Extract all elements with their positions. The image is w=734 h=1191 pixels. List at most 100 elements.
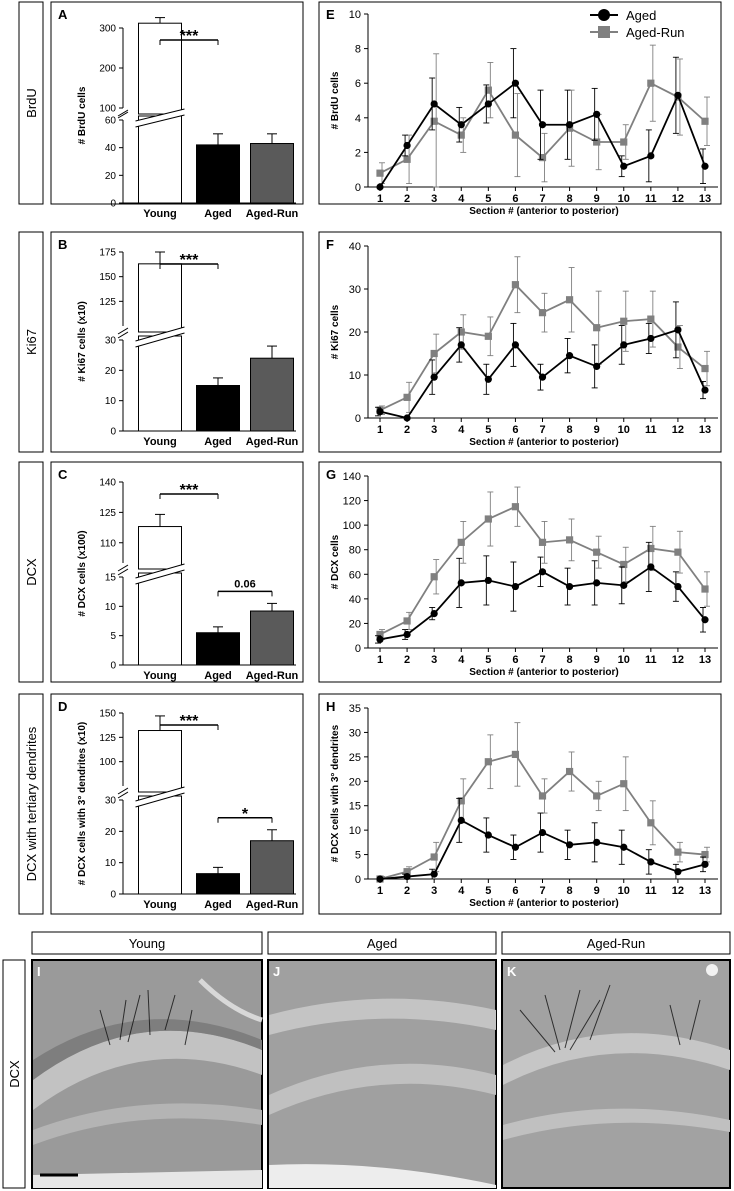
y-tick-label: 20	[105, 827, 117, 838]
y-tick-label: 20	[349, 776, 361, 788]
bar-break-line	[135, 326, 185, 342]
data-point-aged-run	[484, 758, 492, 766]
x-tick-label: 7	[539, 654, 545, 666]
data-point-aged	[403, 872, 411, 881]
data-point-aged	[538, 121, 547, 129]
data-point-aged-run	[403, 393, 411, 401]
y-tick-label: 35	[349, 703, 361, 715]
y-tick-label: 15	[105, 573, 117, 584]
data-point-aged-run	[674, 848, 682, 856]
legend-marker-aged	[598, 9, 610, 21]
bar-aged	[196, 632, 240, 666]
y-tick-label: 10	[105, 396, 117, 407]
bar-aged-run	[250, 840, 294, 895]
data-point-aged-run	[376, 630, 384, 639]
y-tick-label: 25	[349, 752, 361, 764]
data-point-aged	[647, 152, 655, 160]
x-tick-label: 5	[485, 654, 491, 666]
bar-aged	[196, 385, 240, 432]
bar-aged	[196, 144, 240, 204]
micrograph-aged: J	[267, 959, 497, 1189]
bar-young-upper	[138, 526, 182, 570]
data-point-aged-run	[376, 169, 384, 177]
category-label: Aged-Run	[246, 208, 299, 220]
y-tick-label: 20	[349, 618, 361, 630]
y-tick-label: 80	[349, 545, 361, 557]
data-point-aged	[511, 582, 520, 591]
row-label-dcx-tertiary: DCX with tertiary dendrites	[18, 693, 44, 915]
y-tick-label: 20	[105, 171, 117, 182]
data-point-aged	[701, 860, 709, 868]
data-point-aged	[565, 121, 574, 129]
bar-break-line	[135, 332, 185, 348]
x-tick-label: 13	[699, 654, 711, 666]
series-line-aged	[379, 565, 706, 641]
data-point-aged	[620, 162, 628, 170]
bar-break-line	[135, 108, 185, 122]
data-point-aged	[701, 386, 709, 394]
axis-break-mark	[117, 109, 129, 117]
y-tick-label: 0	[355, 413, 361, 425]
panel-letter-G: G	[326, 467, 336, 482]
data-point-aged	[457, 341, 465, 349]
y-tick-label: 0	[110, 427, 116, 438]
y-axis-label: # DCX cells with 3° dendrites (x10)	[77, 722, 88, 886]
data-point-aged	[565, 352, 574, 360]
data-point-aged-run	[457, 328, 465, 336]
x-tick-label: 1	[377, 424, 383, 436]
bar-aged	[196, 873, 240, 895]
svg-text:DCX with tertiary dendrites: DCX with tertiary dendrites	[24, 726, 39, 881]
data-point-aged-run	[701, 850, 709, 859]
axis-break-mark	[117, 791, 129, 799]
axis-break-mark	[117, 111, 129, 119]
data-point-aged-run	[457, 131, 465, 139]
y-tick-label: 5	[110, 631, 116, 642]
bar-young-upper	[138, 730, 182, 793]
x-tick-label: 1	[377, 193, 383, 205]
x-tick-label: 7	[539, 885, 545, 897]
data-point-aged	[376, 183, 384, 191]
significance-label: ***	[180, 252, 199, 269]
panel-letter-C: C	[58, 467, 68, 482]
data-point-aged-run	[430, 573, 438, 581]
y-tick-label: 175	[99, 248, 116, 259]
bar-aged-run	[250, 610, 294, 666]
y-tick-label: 100	[99, 104, 116, 115]
svg-text:BrdU: BrdU	[24, 88, 39, 118]
y-tick-label: 15	[349, 801, 361, 813]
data-point-aged	[403, 630, 411, 639]
x-tick-label: 3	[431, 424, 437, 436]
x-tick-label: 1	[377, 654, 383, 666]
x-tick-label: 12	[672, 424, 684, 436]
x-tick-label: 6	[512, 654, 518, 666]
y-tick-label: 4	[355, 113, 361, 125]
bar-young-upper	[138, 22, 182, 115]
x-tick-label: 12	[672, 654, 684, 666]
data-point-aged-run	[565, 767, 574, 776]
y-tick-label: 140	[99, 478, 116, 489]
category-label: Young	[143, 899, 176, 911]
bar-young-upper	[138, 263, 182, 333]
y-tick-label: 0	[355, 874, 361, 886]
axis-break-mark	[117, 787, 129, 795]
data-point-aged-run	[565, 296, 574, 304]
data-point-aged	[484, 375, 492, 383]
data-point-aged	[430, 373, 438, 381]
bar-break-line	[135, 786, 185, 802]
data-point-aged-run	[403, 617, 411, 625]
category-label: Aged	[204, 436, 232, 448]
category-label: Aged	[204, 670, 232, 682]
y-tick-label: 5	[355, 850, 361, 862]
micrograph-headers: Young Aged Aged-Run	[31, 931, 731, 955]
y-tick-label: 20	[349, 327, 361, 339]
x-tick-label: 10	[618, 885, 630, 897]
header-aged: Aged	[367, 936, 397, 951]
data-point-aged	[647, 858, 655, 866]
x-tick-label: 13	[699, 885, 711, 897]
data-point-aged	[620, 581, 628, 589]
category-label: Young	[143, 670, 176, 682]
data-point-aged-run	[538, 538, 547, 546]
data-point-aged-run	[701, 117, 709, 125]
data-point-aged	[620, 843, 628, 851]
data-point-aged-run	[620, 780, 628, 788]
